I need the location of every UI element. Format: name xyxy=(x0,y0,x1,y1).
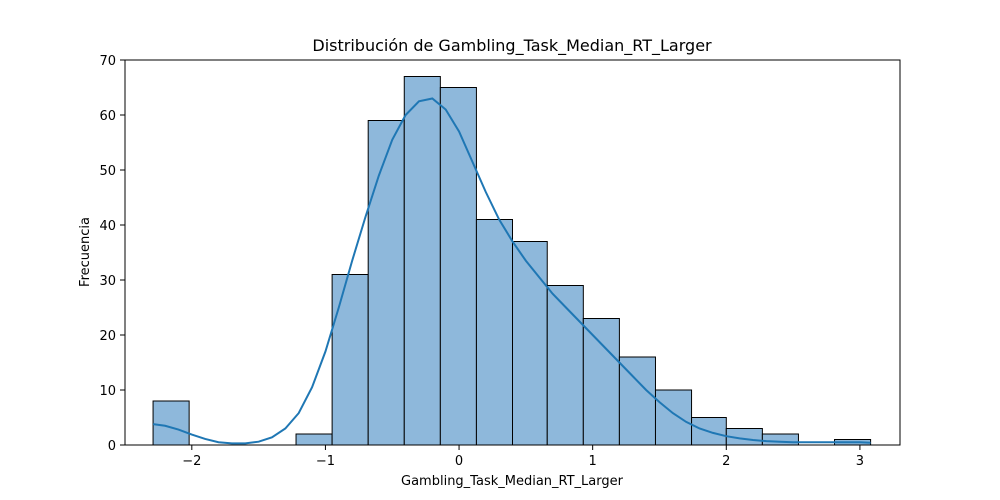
x-axis-label: Gambling_Task_Median_RT_Larger xyxy=(401,474,624,489)
histogram-bar-0 xyxy=(152,400,190,446)
x-tick-label: 0 xyxy=(455,454,463,469)
y-tick-label: 30 xyxy=(99,274,116,289)
y-tick-label: 20 xyxy=(99,329,116,344)
y-tick-label: 70 xyxy=(99,54,116,69)
y-tick-label: 10 xyxy=(99,384,116,399)
x-tick-label: 2 xyxy=(722,454,730,469)
y-tick-label: 40 xyxy=(99,219,116,234)
histogram-bar-11 xyxy=(546,285,584,446)
y-axis-label: Frecuencia xyxy=(78,217,93,287)
y-tick-label: 0 xyxy=(108,439,116,454)
x-axis-ticks: −2 −1 0 1 2 3 xyxy=(182,445,864,469)
plot-frame xyxy=(124,59,901,446)
histogram-bar-4 xyxy=(295,433,333,446)
histogram-bar-9 xyxy=(475,219,514,446)
y-tick-label: 50 xyxy=(99,164,116,179)
y-tick-label: 60 xyxy=(99,109,116,124)
histogram-bar-6 xyxy=(367,120,405,446)
y-axis-ticks: 0 10 20 30 40 50 60 70 xyxy=(99,54,125,454)
kde-curve xyxy=(152,97,871,445)
histogram-bar-13 xyxy=(618,356,656,446)
histogram-bar-8 xyxy=(439,87,477,446)
histogram-bar-12 xyxy=(582,318,620,446)
histogram-bar-10 xyxy=(512,241,548,446)
histogram-bar-14 xyxy=(654,389,693,446)
histogram-bars xyxy=(152,76,872,446)
x-tick-label: 1 xyxy=(589,454,597,469)
x-tick-label: −1 xyxy=(316,454,335,469)
histogram-bar-17 xyxy=(761,433,799,446)
x-tick-label: 3 xyxy=(856,454,864,469)
histogram-bar-5 xyxy=(331,274,369,446)
x-tick-label: −2 xyxy=(182,454,201,469)
chart-title: Distribución de Gambling_Task_Median_RT_… xyxy=(312,36,712,56)
histogram-bar-7 xyxy=(403,76,441,446)
